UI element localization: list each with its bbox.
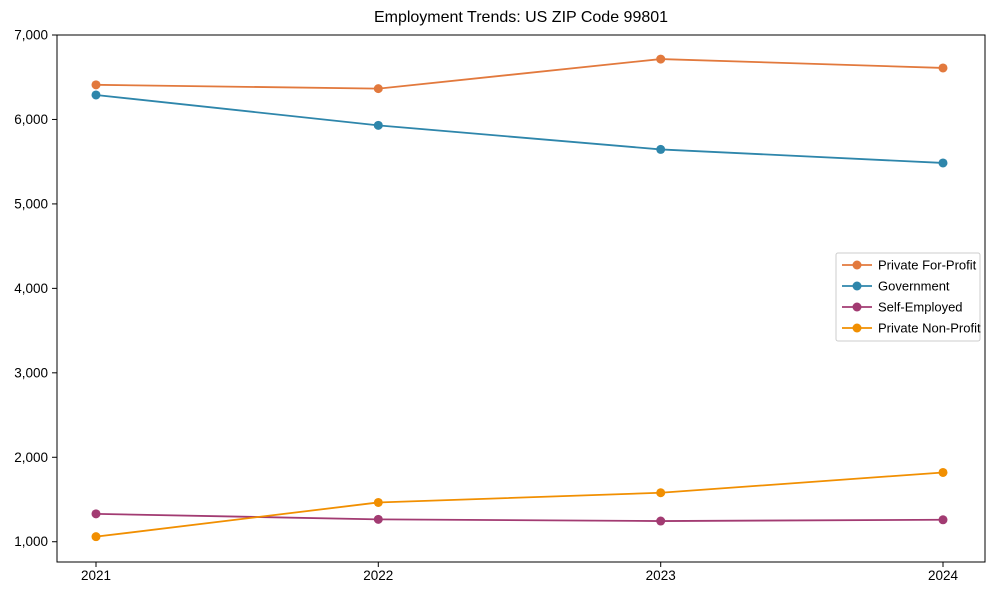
plot-border — [56, 34, 986, 563]
chart-title: Employment Trends: US ZIP Code 99801 — [373, 9, 669, 26]
series-point-government — [91, 90, 101, 100]
legend-entry-self-employed: Self-Employed — [842, 300, 963, 315]
x-axis-tick-label: 2023 — [646, 568, 676, 583]
series-point-private-non-profit — [91, 532, 101, 542]
legend-marker-dot — [852, 281, 862, 291]
y-axis-tick-label: 2,000 — [14, 450, 48, 465]
series-line-government — [95, 94, 944, 164]
series-point-self-employed — [656, 516, 666, 526]
legend-label: Government — [878, 279, 950, 294]
legend: Private For-Profit Government Self-Employe… — [835, 252, 981, 342]
series-line-private-for-profit — [95, 58, 944, 90]
y-axis-tick-label: 5,000 — [14, 196, 48, 211]
x-axis-tick-label: 2021 — [81, 568, 111, 583]
series-point-government — [373, 120, 383, 130]
series-point-private-for-profit — [373, 84, 383, 94]
series-point-private-non-profit — [373, 497, 383, 507]
y-axis-tick-label: 4,000 — [14, 281, 48, 296]
series-private-for-profit — [91, 54, 948, 94]
series-point-self-employed — [938, 515, 948, 525]
legend-marker-dot — [852, 302, 862, 312]
y-axis-tick-label: 6,000 — [14, 112, 48, 127]
series-private-non-profit — [91, 467, 948, 542]
series-point-self-employed — [91, 509, 101, 519]
series-point-private-for-profit — [656, 54, 666, 64]
series-point-private-non-profit — [938, 467, 948, 477]
x-axis-tick-label: 2024 — [928, 568, 959, 583]
legend-entry-private-non-profit: Private Non-Profit — [842, 321, 981, 336]
legend-marker-dot — [852, 323, 862, 333]
series-point-private-for-profit — [91, 80, 101, 90]
legend-entry-government: Government — [842, 279, 950, 294]
series-point-government — [656, 144, 666, 154]
series-point-private-for-profit — [938, 63, 948, 73]
legend-label: Private Non-Profit — [878, 321, 981, 336]
series-point-self-employed — [373, 514, 383, 524]
y-axis-tick-label: 7,000 — [14, 28, 48, 43]
x-axis-tick-label: 2022 — [363, 568, 393, 583]
series-point-government — [938, 158, 948, 168]
y-axis-tick-label: 1,000 — [14, 534, 48, 549]
series-government — [91, 90, 948, 168]
legend-entry-private-for-profit: Private For-Profit — [842, 258, 977, 273]
legend-label: Self-Employed — [878, 300, 963, 315]
series-line-private-non-profit — [95, 471, 944, 538]
series-line-self-employed — [95, 512, 944, 522]
y-axis-tick-label: 3,000 — [14, 365, 48, 380]
series-self-employed — [91, 509, 948, 526]
series-point-private-non-profit — [656, 488, 666, 498]
legend-marker-dot — [852, 260, 862, 270]
legend-label: Private For-Profit — [878, 258, 977, 273]
legend-box — [835, 252, 981, 342]
